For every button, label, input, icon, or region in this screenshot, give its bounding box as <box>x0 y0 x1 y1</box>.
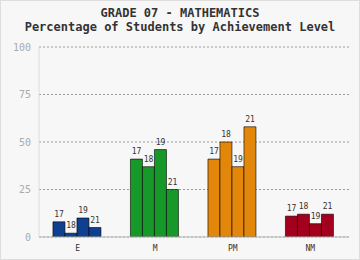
svg-text:19: 19 <box>78 206 88 215</box>
html-text:GRADE 07 - MATHEMATICS: GRADE 07 - MATHEMATICS <box>100 6 260 20</box>
svg-text:17: 17 <box>132 147 142 156</box>
svg-text:17: 17 <box>287 204 297 213</box>
svg-text:19: 19 <box>233 155 243 164</box>
svg-text:19: 19 <box>311 212 321 221</box>
svg-text:21: 21 <box>168 178 178 187</box>
svg-text:NM: NM <box>305 244 315 253</box>
svg-text:17: 17 <box>209 147 219 156</box>
svg-text:50: 50 <box>19 137 31 148</box>
html-text:Percentage of Students by Achi: Percentage of Students by Achievement Le… <box>24 20 336 34</box>
svg-text:17: 17 <box>54 210 64 219</box>
svg-text:21: 21 <box>323 202 333 211</box>
svg-text:21: 21 <box>245 115 255 124</box>
svg-text:25: 25 <box>19 184 31 195</box>
svg-text:PM: PM <box>228 244 238 253</box>
svg-text:0: 0 <box>25 232 31 243</box>
svg-text:18: 18 <box>299 202 309 211</box>
svg-text:18: 18 <box>144 155 154 164</box>
svg-text:E: E <box>75 244 80 253</box>
svg-text:M: M <box>153 244 158 253</box>
svg-text:100: 100 <box>13 42 31 53</box>
svg-text:21: 21 <box>90 216 100 225</box>
svg-text:18: 18 <box>221 130 231 139</box>
svg-text:75: 75 <box>19 89 31 100</box>
svg-text:19: 19 <box>156 138 166 147</box>
svg-text:18: 18 <box>66 221 76 230</box>
